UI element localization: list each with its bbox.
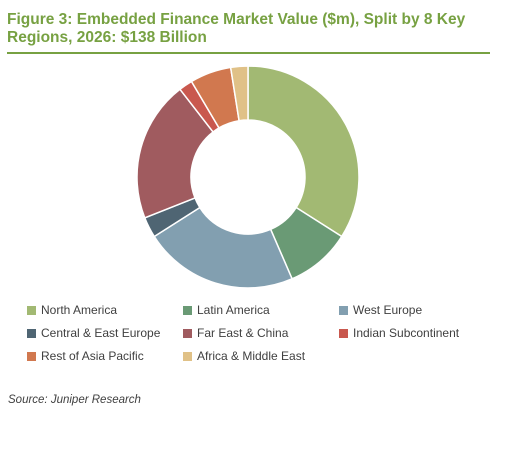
donut-chart	[136, 65, 360, 289]
chart-title: Figure 3: Embedded Finance Market Value …	[7, 11, 466, 46]
legend-item-rest-of-asia-pacific: Rest of Asia Pacific	[27, 349, 144, 363]
legend-item-latin-america: Latin America	[183, 303, 270, 317]
legend-label: North America	[41, 303, 118, 317]
legend-item-central-east-europe: Central & East Europe	[27, 326, 160, 340]
legend-swatch	[183, 305, 192, 315]
legend-label: Latin America	[197, 303, 270, 317]
legend-label: Indian Subcontinent	[353, 326, 460, 340]
legend-item-north-america: North America	[27, 303, 117, 317]
legend-label: Africa & Middle East	[197, 349, 306, 363]
source-note: Source: Juniper Research	[8, 394, 141, 406]
legend-item-far-east-china: Far East & China	[183, 326, 288, 340]
legend-item-africa-middle-east: Africa & Middle East	[183, 349, 305, 363]
slice-far-east-china	[136, 88, 215, 219]
slice-africa-middle-east	[229, 65, 249, 122]
legend-label: Rest of Asia Pacific	[41, 349, 144, 363]
title-divider	[7, 52, 490, 54]
legend-label: West Europe	[353, 303, 423, 317]
legend-item-west-europe: West Europe	[339, 303, 422, 317]
legend-item-indian-subcontinent: Indian Subcontinent	[339, 326, 459, 340]
slice-west-europe	[153, 206, 294, 289]
legend-swatch	[27, 328, 36, 338]
legend-label: Central & East Europe	[41, 326, 161, 340]
legend-swatch	[27, 351, 36, 361]
legend-label: Far East & China	[197, 326, 289, 340]
legend-swatch	[183, 351, 192, 361]
slice-north-america	[247, 65, 360, 238]
legend-swatch	[183, 328, 192, 338]
legend-swatch	[339, 305, 348, 315]
legend-swatch	[339, 328, 348, 338]
legend-swatch	[27, 305, 36, 315]
